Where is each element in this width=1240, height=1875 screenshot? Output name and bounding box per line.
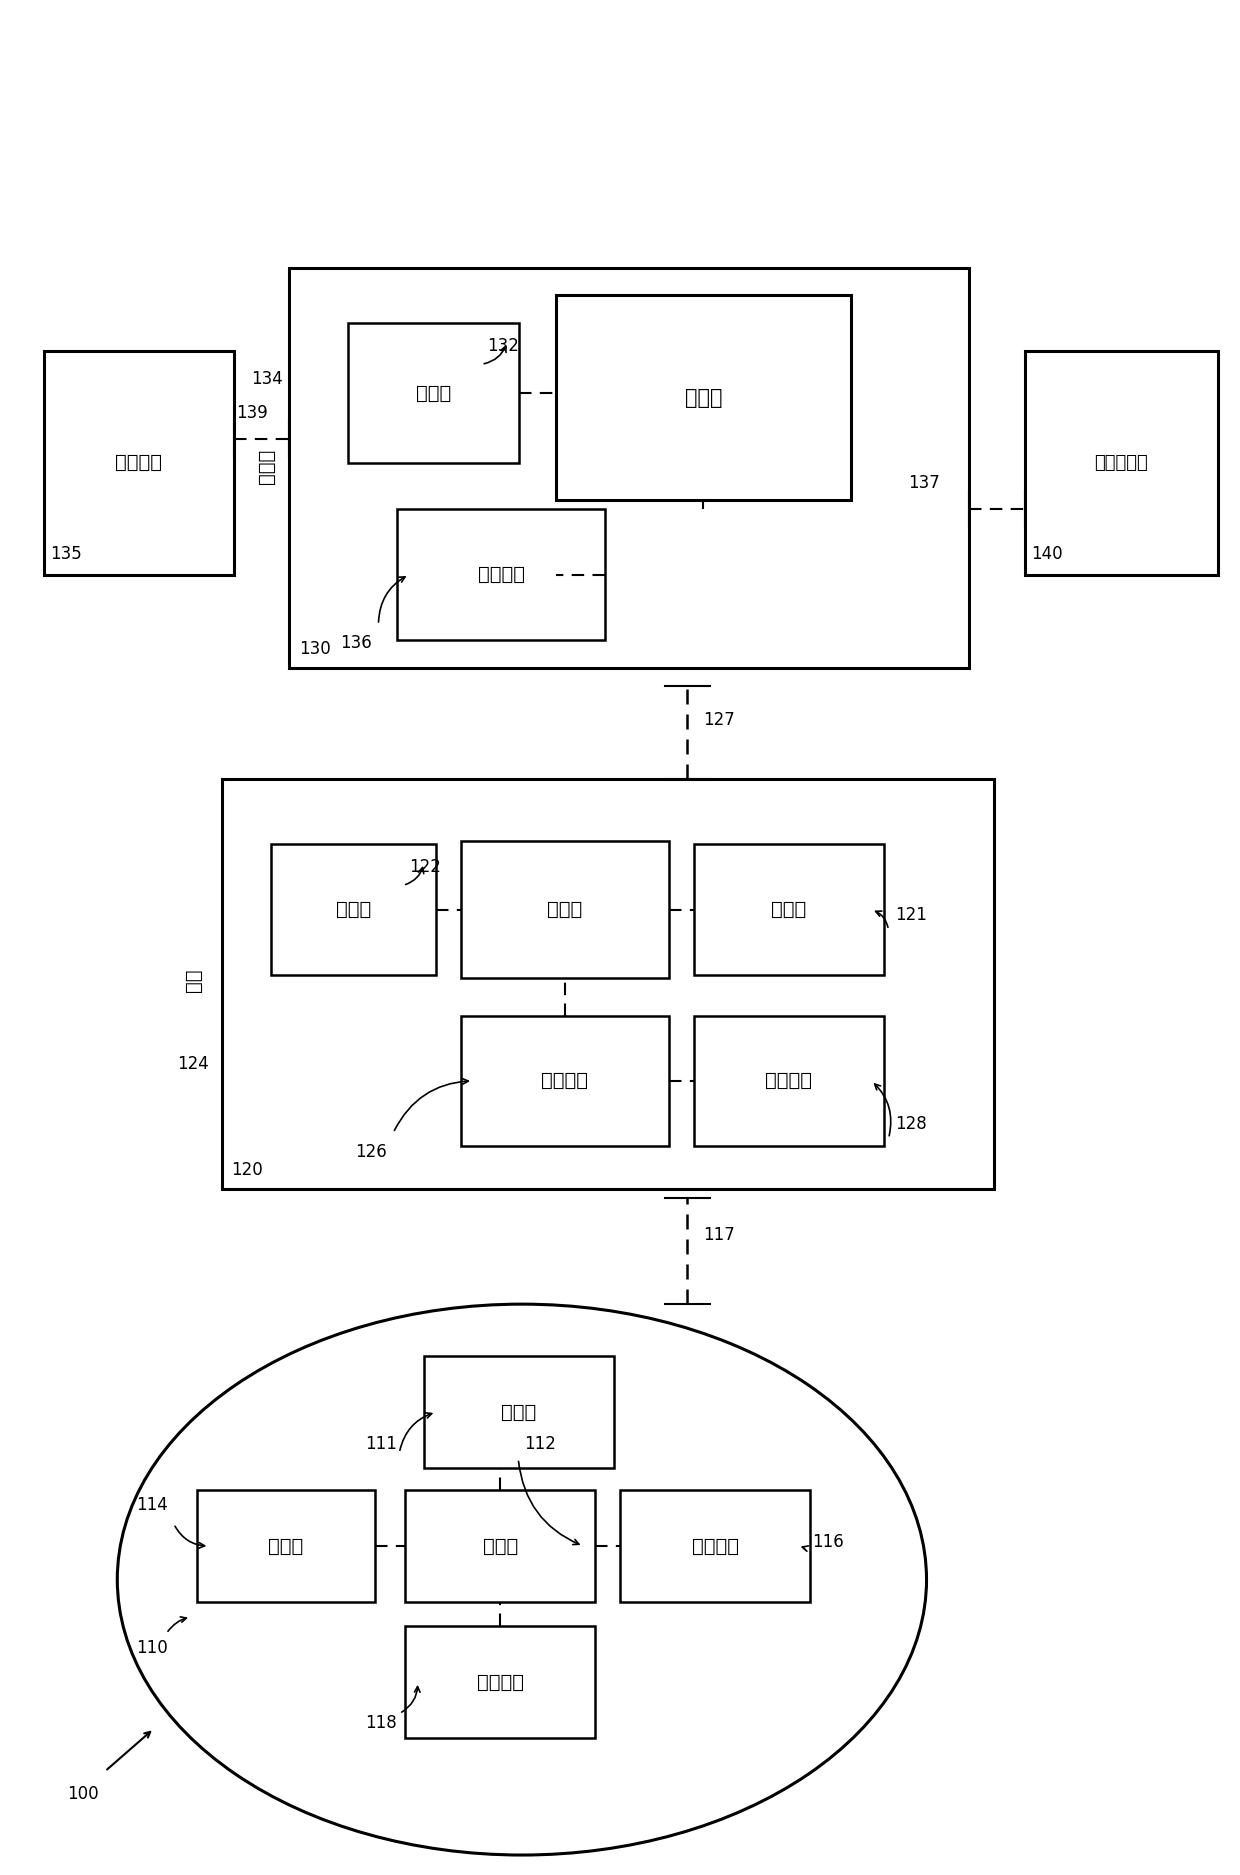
Text: 130: 130 bbox=[299, 641, 331, 658]
Text: 传感器: 传感器 bbox=[771, 900, 806, 919]
Text: 传感器: 传感器 bbox=[501, 1402, 537, 1421]
Text: 111: 111 bbox=[365, 1434, 397, 1453]
FancyBboxPatch shape bbox=[693, 844, 884, 975]
FancyBboxPatch shape bbox=[405, 1626, 595, 1738]
FancyBboxPatch shape bbox=[620, 1491, 810, 1601]
Text: 114: 114 bbox=[135, 1496, 167, 1515]
Text: 134: 134 bbox=[250, 369, 283, 388]
Text: 120: 120 bbox=[232, 1161, 263, 1179]
Text: 通信电路: 通信电路 bbox=[477, 564, 525, 585]
Text: 供电电路: 供电电路 bbox=[477, 1672, 525, 1691]
Text: 系统控制器: 系统控制器 bbox=[1095, 454, 1148, 472]
Text: 137: 137 bbox=[908, 474, 940, 493]
Text: 116: 116 bbox=[812, 1534, 844, 1551]
FancyBboxPatch shape bbox=[197, 1491, 374, 1601]
FancyBboxPatch shape bbox=[460, 1016, 670, 1146]
FancyBboxPatch shape bbox=[405, 1491, 595, 1601]
Text: 处理器: 处理器 bbox=[547, 900, 583, 919]
FancyBboxPatch shape bbox=[460, 840, 670, 979]
Text: 容器: 容器 bbox=[184, 969, 203, 992]
Text: 服务器: 服务器 bbox=[258, 448, 277, 484]
FancyBboxPatch shape bbox=[289, 268, 970, 668]
FancyBboxPatch shape bbox=[222, 780, 994, 1189]
Text: 存储器: 存储器 bbox=[336, 900, 371, 919]
Text: 供电电路: 供电电路 bbox=[765, 1071, 812, 1089]
FancyBboxPatch shape bbox=[557, 296, 851, 501]
Text: 用户接口: 用户接口 bbox=[115, 454, 162, 472]
Text: 存储器: 存储器 bbox=[415, 384, 451, 403]
Text: 128: 128 bbox=[894, 1114, 926, 1132]
Text: 存储器: 存储器 bbox=[268, 1538, 304, 1556]
FancyBboxPatch shape bbox=[1024, 351, 1219, 574]
Text: 135: 135 bbox=[50, 546, 82, 562]
Text: 139: 139 bbox=[237, 403, 268, 422]
Text: 136: 136 bbox=[341, 634, 372, 652]
Text: 100: 100 bbox=[67, 1785, 99, 1802]
Text: 122: 122 bbox=[409, 857, 441, 876]
FancyBboxPatch shape bbox=[693, 1016, 884, 1146]
Text: 110: 110 bbox=[135, 1639, 167, 1658]
FancyBboxPatch shape bbox=[270, 844, 436, 975]
Text: 处理器: 处理器 bbox=[482, 1538, 518, 1556]
Ellipse shape bbox=[118, 1305, 926, 1854]
Text: 112: 112 bbox=[525, 1434, 557, 1453]
Text: 处理器: 处理器 bbox=[684, 388, 722, 407]
FancyBboxPatch shape bbox=[424, 1356, 614, 1468]
Text: 121: 121 bbox=[894, 906, 926, 924]
Text: 126: 126 bbox=[356, 1142, 387, 1161]
Text: 124: 124 bbox=[177, 1056, 210, 1072]
FancyBboxPatch shape bbox=[43, 351, 234, 574]
Text: 通信电路: 通信电路 bbox=[692, 1538, 739, 1556]
Text: 117: 117 bbox=[703, 1226, 735, 1245]
Text: 132: 132 bbox=[487, 338, 520, 354]
FancyBboxPatch shape bbox=[397, 510, 605, 639]
FancyBboxPatch shape bbox=[347, 322, 520, 463]
Text: 通信电路: 通信电路 bbox=[542, 1071, 588, 1089]
Text: 140: 140 bbox=[1030, 546, 1063, 562]
Text: 118: 118 bbox=[365, 1714, 397, 1732]
Text: 127: 127 bbox=[703, 711, 735, 729]
